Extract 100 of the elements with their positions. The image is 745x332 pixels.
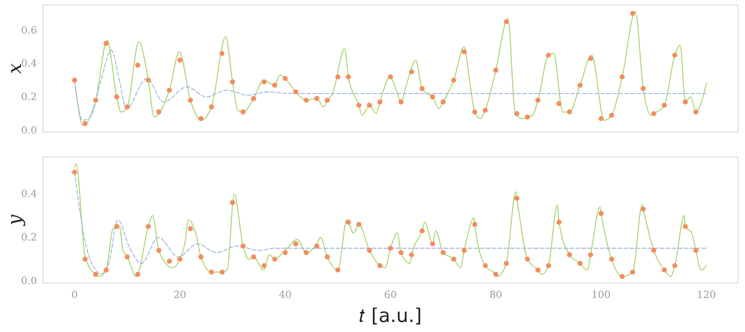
point (346, 74, 351, 80)
point (578, 82, 583, 88)
point (93, 272, 98, 277)
point (251, 254, 256, 260)
point (630, 10, 636, 16)
point (556, 101, 562, 106)
point (609, 112, 614, 118)
point (651, 248, 656, 253)
point (451, 256, 456, 262)
point (493, 272, 498, 277)
point (482, 108, 488, 113)
point (346, 220, 351, 225)
point (662, 267, 667, 272)
point (524, 256, 530, 262)
point (535, 267, 540, 272)
point (472, 109, 478, 114)
y-tick-label: 0.4 (21, 189, 37, 200)
point (388, 246, 394, 251)
point (177, 58, 182, 63)
point (314, 244, 320, 249)
y-axis-title: 𝑦 (4, 214, 26, 226)
point (240, 244, 246, 249)
point (156, 109, 162, 114)
point (566, 252, 572, 258)
point (208, 104, 214, 110)
point (409, 252, 414, 258)
point (104, 40, 109, 46)
point (219, 270, 225, 275)
point (420, 228, 425, 234)
point (672, 52, 678, 58)
y-tick-label: 0.6 (21, 25, 37, 36)
point (251, 96, 256, 102)
point (377, 99, 382, 104)
point (462, 248, 467, 253)
point (398, 250, 404, 256)
point (135, 62, 140, 68)
point (304, 98, 309, 103)
point (588, 252, 594, 258)
point (546, 52, 551, 58)
point (146, 78, 151, 83)
point (114, 224, 120, 230)
point (219, 50, 225, 56)
point (366, 248, 372, 253)
point (335, 74, 340, 80)
point (451, 78, 456, 83)
point (504, 19, 509, 24)
point (640, 86, 646, 92)
point (293, 241, 298, 246)
point (262, 79, 267, 84)
point (124, 254, 130, 260)
point (504, 260, 509, 266)
point (630, 270, 636, 275)
point (493, 68, 498, 73)
point (198, 254, 204, 260)
point (578, 260, 583, 266)
point (388, 74, 394, 80)
point (230, 79, 236, 84)
point (166, 258, 172, 264)
point (282, 76, 288, 82)
point (198, 116, 204, 122)
point (651, 111, 656, 116)
point (620, 274, 625, 279)
point (356, 102, 362, 108)
point (177, 256, 182, 262)
point (188, 98, 193, 103)
point (82, 121, 88, 126)
point (398, 99, 404, 104)
point (693, 109, 698, 114)
point (304, 250, 309, 256)
point (430, 94, 436, 100)
point (156, 248, 162, 253)
point (272, 82, 278, 88)
point (230, 200, 236, 206)
point (588, 56, 594, 61)
point (409, 69, 414, 74)
point (262, 263, 267, 268)
point (693, 248, 698, 253)
point (240, 109, 246, 114)
x-tick-label: 60 (384, 290, 397, 302)
point (514, 111, 520, 116)
point (620, 74, 625, 80)
point (208, 270, 214, 275)
point (72, 170, 78, 175)
point (440, 99, 446, 104)
point (282, 250, 288, 256)
point (524, 114, 530, 120)
x-tick-label: 120 (696, 290, 716, 302)
point (335, 267, 340, 272)
point (135, 272, 140, 277)
y-tick-label: 0.2 (21, 232, 37, 244)
y-tick-label: 0.0 (21, 126, 37, 137)
point (314, 96, 320, 102)
point (93, 98, 98, 103)
point (420, 86, 425, 92)
point (366, 102, 372, 108)
x-tick-label: 20 (174, 290, 186, 302)
point (682, 99, 688, 104)
x-tick-label: 100 (592, 290, 611, 302)
point (440, 250, 446, 256)
point (640, 206, 646, 212)
